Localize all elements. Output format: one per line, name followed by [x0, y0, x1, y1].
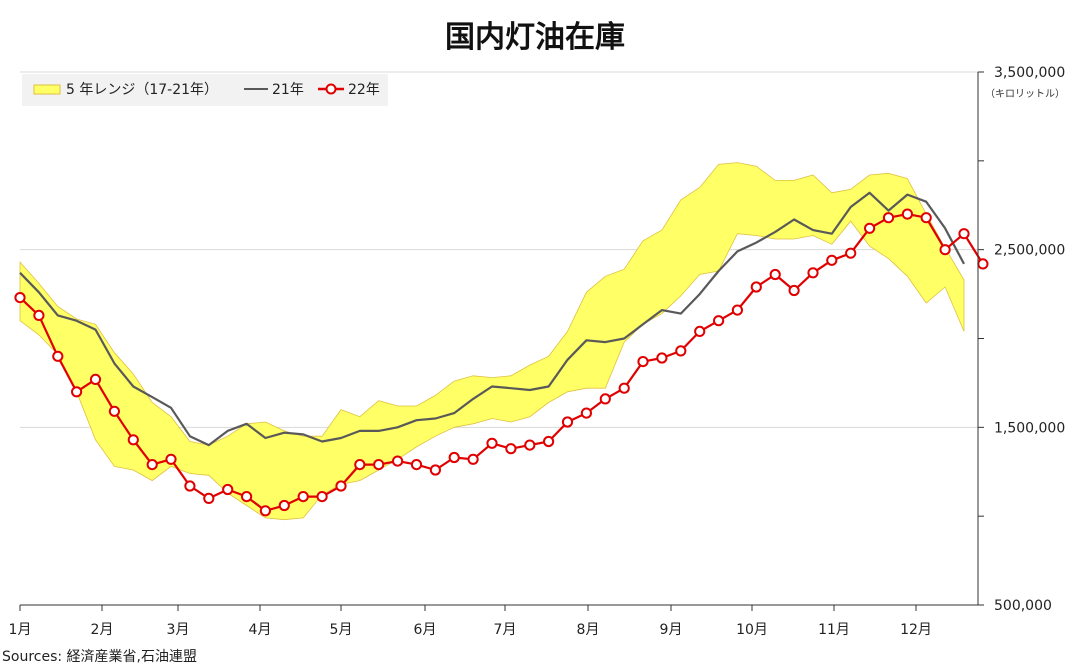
x-tick-label: 7月: [494, 622, 517, 638]
legend: 5 年レンジ（17-21年） 21年 22年: [22, 74, 388, 106]
series-22-point: [731, 304, 744, 316]
series-22-point: [637, 356, 649, 368]
x-tick-label: 5月: [330, 622, 353, 638]
series-22-point: [845, 247, 857, 259]
series-22-point: [203, 492, 215, 504]
series-22-point: [524, 439, 536, 451]
legend-label-22: 22年: [348, 82, 380, 98]
series-22-point: [448, 451, 460, 464]
series-22-line: [19, 213, 984, 512]
series-22-point: [788, 284, 800, 297]
series-22-point: [769, 268, 781, 281]
x-tick-label: 10月: [736, 622, 768, 638]
x-tick-label: 3月: [167, 622, 190, 638]
series-22-point: [392, 455, 404, 467]
y-tick-label: 2,500,000: [994, 243, 1065, 259]
x-tick-label: 12月: [900, 622, 932, 638]
series-22-point: [561, 416, 574, 428]
series-22-point: [656, 352, 668, 364]
grid-lines: [20, 71, 978, 428]
legend-label-range: 5 年レンジ（17-21年）: [66, 82, 218, 98]
series-22-point: [713, 315, 725, 327]
series-22-point: [429, 464, 441, 476]
source-note: Sources: 経済産業省,石油連盟: [2, 649, 197, 665]
series-22-point: [807, 267, 819, 279]
series-22-point: [316, 491, 328, 503]
series-22-point: [354, 459, 366, 471]
legend-swatch-range: [33, 84, 61, 95]
series-22-point: [618, 382, 630, 394]
series-22-point: [864, 222, 876, 234]
series-22-point: [33, 309, 45, 321]
y-tick-label: 3,500,000: [994, 65, 1065, 81]
series-22-point: [108, 405, 121, 417]
series-22-point: [373, 459, 385, 471]
series-22-point: [543, 435, 555, 448]
x-tick-label: 9月: [660, 622, 683, 638]
series-22-point: [675, 345, 687, 357]
x-tick-label: 2月: [91, 622, 114, 638]
series-22-point: [882, 212, 895, 224]
y-tick-label: 1,500,000: [994, 420, 1065, 436]
series-22-point: [127, 434, 139, 446]
axes: [19, 71, 984, 611]
series-22-point: [694, 325, 706, 337]
x-tick-label: 4月: [249, 622, 272, 638]
series-22-point: [958, 228, 970, 240]
series-21-layer: [19, 191, 965, 447]
y-axis-unit-label: （キロリットル）: [985, 88, 1065, 100]
series-22-layer: [14, 208, 989, 517]
x-tick-label: 8月: [577, 622, 600, 638]
series-22-point: [71, 386, 83, 398]
legend-label-21: 21年: [272, 82, 304, 98]
series-22-point: [505, 443, 517, 455]
range-band: [19, 162, 965, 521]
x-tick-label: 11月: [818, 622, 850, 638]
series-22-point: [297, 491, 309, 503]
series-22-point: [259, 505, 271, 517]
series-22-point: [278, 499, 290, 512]
series-22-point: [580, 407, 593, 419]
series-22-point: [52, 350, 64, 362]
legend-swatch-22-marker: [325, 83, 337, 95]
series-22-point: [750, 281, 762, 293]
series-22-point: [486, 437, 498, 449]
series-22-point: [826, 254, 838, 266]
x-tick-label: 1月: [9, 622, 32, 638]
series-22-point: [599, 393, 611, 405]
series-22-point: [920, 212, 932, 224]
series-22-point: [89, 373, 102, 385]
series-22-point: [165, 453, 177, 465]
series-22-point: [146, 459, 158, 471]
series-21-line: [19, 191, 965, 447]
series-22-point: [335, 480, 347, 492]
series-22-point: [241, 491, 253, 503]
series-22-point: [410, 459, 423, 471]
range-band-layer: [19, 162, 965, 521]
chart-title: 国内灯油在庫: [445, 20, 625, 55]
series-22-point: [184, 480, 196, 492]
series-22-point: [467, 453, 479, 465]
series-22-point: [222, 483, 234, 496]
series-22-point: [14, 292, 26, 304]
tick-labels: 3,500,000 2,500,000 1,500,000 500,000 1月 2月 3月…: [9, 65, 1066, 638]
x-tick-label: 6月: [414, 622, 437, 638]
series-22-point: [939, 244, 951, 256]
y-tick-label: 500,000: [994, 598, 1052, 614]
series-22-point: [977, 258, 989, 270]
series-22-point: [901, 208, 914, 220]
